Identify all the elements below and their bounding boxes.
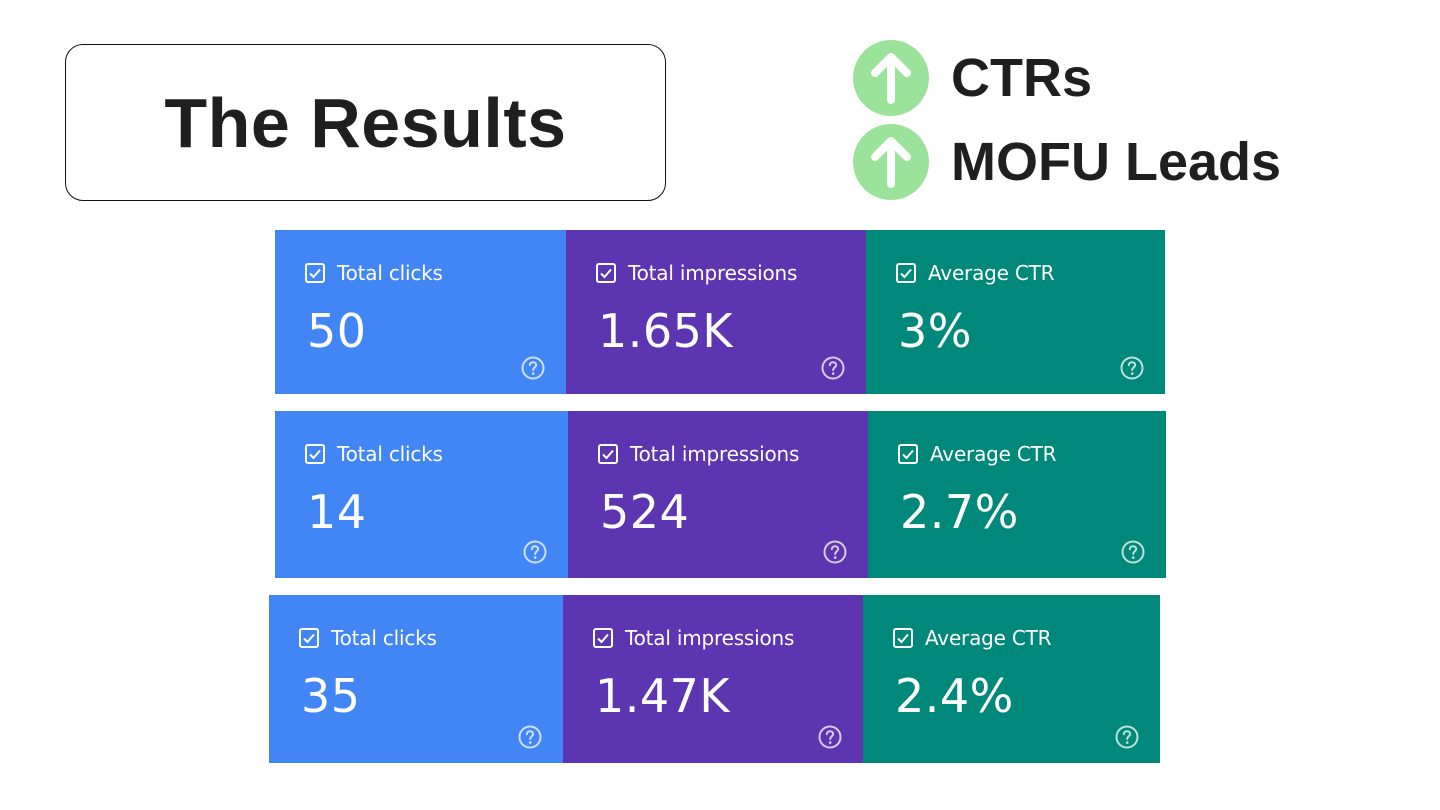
metric-row: Total clicks 35 Total impressions 1.47K <box>269 595 1160 763</box>
metric-value: 2.4% <box>895 669 1014 723</box>
highlight-label: CTRs <box>951 48 1093 108</box>
highlight-mofu-leads: MOFU Leads <box>853 124 1281 200</box>
checkbox-checked-icon[interactable] <box>299 628 319 648</box>
total-impressions-card[interactable]: Total impressions 1.65K <box>566 230 866 394</box>
checkbox-checked-icon[interactable] <box>596 263 616 283</box>
metric-label: Total clicks <box>331 626 437 650</box>
checkbox-checked-icon[interactable] <box>305 263 325 283</box>
help-icon[interactable] <box>517 724 543 750</box>
checkbox-checked-icon[interactable] <box>593 628 613 648</box>
total-clicks-card[interactable]: Total clicks 14 <box>275 411 568 578</box>
page-title: The Results <box>164 83 567 162</box>
metric-value: 524 <box>600 485 690 539</box>
metric-value: 14 <box>307 485 367 539</box>
help-icon[interactable] <box>1120 539 1146 565</box>
metric-label: Total clicks <box>337 442 443 466</box>
help-icon[interactable] <box>1119 355 1145 381</box>
metric-label: Total impressions <box>630 442 800 466</box>
total-impressions-card[interactable]: Total impressions 1.47K <box>563 595 863 763</box>
metric-label: Total impressions <box>625 626 795 650</box>
metric-value: 1.65K <box>598 304 734 358</box>
metric-value: 50 <box>307 304 367 358</box>
arrow-up-circle-icon <box>853 40 929 116</box>
average-ctr-card[interactable]: Average CTR 3% <box>866 230 1165 394</box>
metric-row: Total clicks 14 Total impressions 524 <box>275 411 1166 578</box>
metric-label: Total clicks <box>337 261 443 285</box>
metric-value: 3% <box>898 304 972 358</box>
metric-value: 35 <box>301 669 361 723</box>
metric-label: Average CTR <box>928 261 1055 285</box>
arrow-up-circle-icon <box>853 124 929 200</box>
checkbox-checked-icon[interactable] <box>893 628 913 648</box>
help-icon[interactable] <box>820 355 846 381</box>
metric-label: Average CTR <box>925 626 1052 650</box>
metric-value: 1.47K <box>595 669 731 723</box>
help-icon[interactable] <box>520 355 546 381</box>
total-impressions-card[interactable]: Total impressions 524 <box>568 411 868 578</box>
total-clicks-card[interactable]: Total clicks 50 <box>275 230 566 394</box>
total-clicks-card[interactable]: Total clicks 35 <box>269 595 563 763</box>
metric-row: Total clicks 50 Total impressions 1.65K <box>275 230 1165 394</box>
metric-value: 2.7% <box>900 485 1019 539</box>
checkbox-checked-icon[interactable] <box>598 444 618 464</box>
help-icon[interactable] <box>822 539 848 565</box>
metric-label: Average CTR <box>930 442 1057 466</box>
average-ctr-card[interactable]: Average CTR 2.7% <box>868 411 1166 578</box>
metric-label: Total impressions <box>628 261 798 285</box>
average-ctr-card[interactable]: Average CTR 2.4% <box>863 595 1160 763</box>
highlight-ctrs: CTRs <box>853 40 1092 116</box>
help-icon[interactable] <box>1114 724 1140 750</box>
checkbox-checked-icon[interactable] <box>896 263 916 283</box>
checkbox-checked-icon[interactable] <box>898 444 918 464</box>
title-box: The Results <box>65 44 666 201</box>
help-icon[interactable] <box>817 724 843 750</box>
highlight-label: MOFU Leads <box>951 132 1282 192</box>
checkbox-checked-icon[interactable] <box>305 444 325 464</box>
help-icon[interactable] <box>522 539 548 565</box>
